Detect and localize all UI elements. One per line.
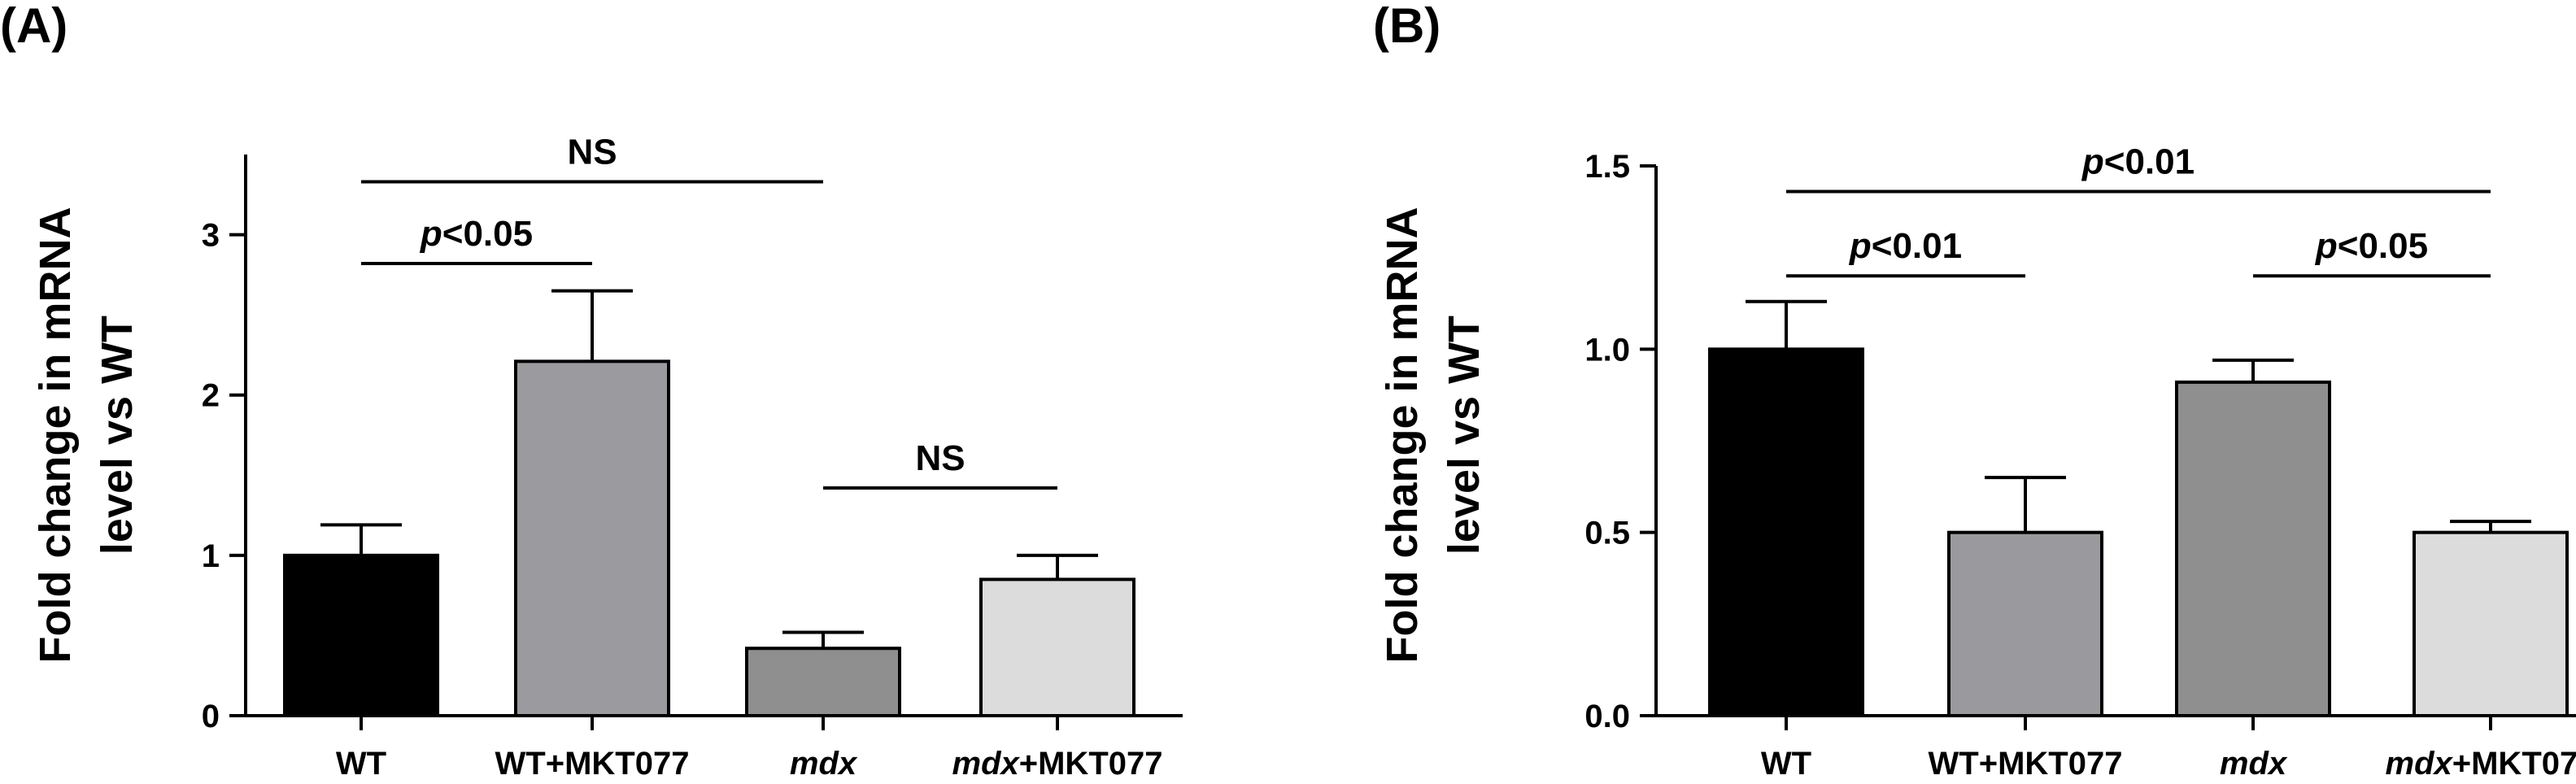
y-axis-label-line: Fold change in mRNA bbox=[1378, 207, 1427, 663]
y-tick-label: 0.0 bbox=[1584, 699, 1630, 734]
significance-label: NS bbox=[915, 438, 965, 478]
y-tick-label: 3 bbox=[202, 218, 220, 254]
y-tick-label: 0 bbox=[202, 699, 220, 734]
panel-label: (A) bbox=[0, 0, 68, 53]
significance-label: p<0.01 bbox=[2081, 142, 2195, 182]
y-tick-label: 2 bbox=[202, 378, 220, 414]
significance-label: p<0.05 bbox=[2315, 226, 2428, 266]
chart-panel-b: (B) Fold change in mRNA level vs WT 0.0 0.5 1… bbox=[1373, 0, 2576, 782]
x-tick-label: mdx+MKT077 bbox=[952, 746, 1163, 782]
bar bbox=[514, 359, 670, 717]
x-tick-label: WT+MKT077 bbox=[1929, 746, 2123, 782]
y-tick-label: 1.0 bbox=[1584, 332, 1630, 368]
bar bbox=[2175, 380, 2331, 717]
bar bbox=[1708, 347, 1864, 717]
y-tick-label: 0.5 bbox=[1584, 516, 1630, 551]
x-tick-label: WT bbox=[336, 746, 386, 782]
bar bbox=[979, 577, 1135, 718]
bar bbox=[1947, 530, 2103, 718]
x-tick-label: mdx+MKT077 bbox=[2386, 746, 2576, 782]
x-tick-label: WT bbox=[1761, 746, 1811, 782]
y-axis-label-line: level vs WT bbox=[1440, 316, 1489, 555]
y-axis-label-line: Fold change in mRNA bbox=[31, 207, 80, 663]
bar bbox=[745, 647, 901, 718]
y-tick-label: 1.5 bbox=[1584, 149, 1630, 185]
chart-panel-a: (A) Fold change in mRNA level vs WT 0 1 2 3 WT W… bbox=[0, 0, 1183, 782]
x-tick-label: mdx bbox=[2220, 746, 2288, 782]
y-tick-label: 1 bbox=[202, 538, 220, 574]
x-tick-label: mdx bbox=[790, 746, 858, 782]
y-axis-label-line: level vs WT bbox=[93, 316, 142, 555]
significance-label: p<0.05 bbox=[420, 214, 533, 254]
x-tick-label: WT+MKT077 bbox=[495, 746, 690, 782]
panel-label: (B) bbox=[1373, 0, 1441, 53]
bar bbox=[2413, 530, 2569, 718]
significance-label: NS bbox=[567, 133, 617, 172]
significance-label: p<0.01 bbox=[1849, 226, 1962, 266]
bar bbox=[283, 553, 439, 717]
